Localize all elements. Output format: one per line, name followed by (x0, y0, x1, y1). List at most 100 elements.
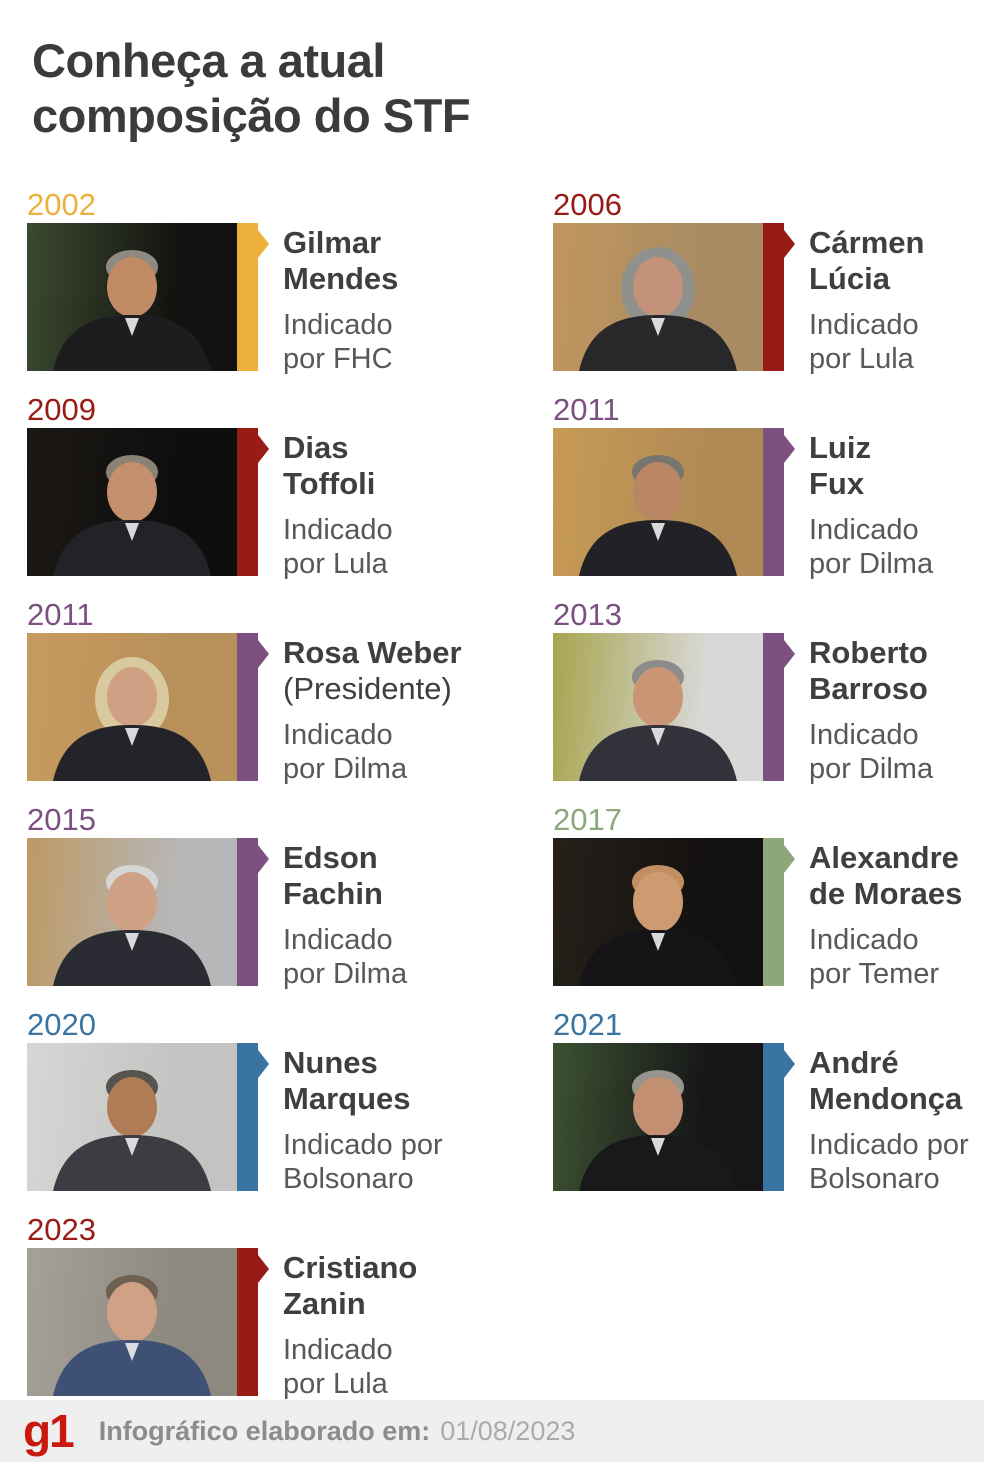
collar-shape (125, 1342, 139, 1361)
head-shape (633, 1076, 683, 1137)
head-shape (633, 666, 683, 727)
justice-name: Dias Toffoli (283, 429, 376, 501)
appointed-by-label: Indicado por Bolsonaro (809, 1128, 969, 1195)
accent-arrow-tab (237, 222, 269, 371)
justice-name: André Mendonça (809, 1044, 963, 1116)
accent-arrow-tab (237, 632, 269, 781)
justice-info: Rosa Weber (Presidente) Indicado por Dil… (283, 633, 462, 786)
justice-photo (27, 222, 237, 371)
head-shape (107, 1076, 157, 1137)
head-shape (633, 461, 683, 522)
appointed-by-label: Indicado por Lula (283, 1333, 393, 1400)
accent-arrow-tab (763, 222, 795, 371)
justice-cell: 2015 Edson Fachin Indicado por Dilma (27, 803, 553, 991)
suit-shape (53, 929, 211, 986)
justice-cell: 2002 Gilmar Mendes Indicado por FHC (27, 188, 553, 376)
head-shape (107, 461, 157, 522)
suit-shape (53, 724, 211, 781)
presidente-note: (Presidente) (283, 670, 452, 706)
justice-info: Gilmar Mendes Indicado por FHC (283, 223, 398, 376)
collar-shape (125, 522, 139, 541)
appointed-by-label: Indicado por Dilma (809, 718, 934, 785)
justices-grid: 2002 Gilmar Mendes Indicado por FHC (27, 188, 984, 1401)
justice-photo (553, 222, 763, 371)
person-silhouette (53, 1069, 211, 1191)
year-label: 2011 (27, 596, 94, 632)
collar-shape (125, 317, 139, 336)
year-label: 2009 (27, 391, 96, 427)
head-shape (633, 871, 683, 932)
accent-arrow-tab (763, 632, 795, 781)
footer-made-label: Infográfico elaborado em: (98, 1415, 431, 1446)
person-silhouette (53, 656, 211, 781)
year-label: 2006 (553, 186, 622, 222)
justice-info: Alexandre de Moraes Indicado por Temer (809, 838, 962, 991)
justice-info: Dias Toffoli Indicado por Lula (283, 428, 393, 581)
collar-shape (125, 727, 139, 746)
appointed-by-label: Indicado por Bolsonaro (283, 1128, 443, 1195)
accent-arrow-tab (237, 837, 269, 986)
appointed-by-label: Indicado por Lula (283, 513, 393, 580)
collar-shape (651, 932, 665, 951)
justice-name: Alexandre de Moraes (809, 839, 963, 911)
justice-photo (553, 427, 763, 576)
collar-shape (125, 932, 139, 951)
photo-row: Alexandre de Moraes Indicado por Temer (553, 837, 983, 991)
suit-shape (53, 1134, 211, 1191)
accent-arrow-tab (763, 427, 795, 576)
head-shape (107, 256, 157, 317)
head-shape (107, 666, 157, 727)
suit-shape (53, 314, 211, 371)
appointed-by-label: Indicado por Dilma (283, 718, 408, 785)
photo-row: Edson Fachin Indicado por Dilma (27, 837, 553, 991)
accent-arrow-tab (237, 1042, 269, 1191)
collar-shape (651, 317, 665, 336)
photo-row: Roberto Barroso Indicado por Dilma (553, 632, 983, 786)
suit-shape (579, 929, 737, 986)
justice-cell: 2006 Cármen Lúcia Indicado por Lula (553, 188, 983, 376)
person-silhouette (579, 246, 737, 371)
person-silhouette (579, 864, 737, 986)
justice-cell: 2009 Dias Toffoli Indicado por Lula (27, 393, 553, 581)
person-silhouette (53, 249, 211, 371)
year-label: 2021 (553, 1006, 622, 1042)
justice-cell: 2020 Nunes Marques Indicado por Bolsonar… (27, 1008, 553, 1196)
photo-row: Cristiano Zanin Indicado por Lula (27, 1247, 553, 1401)
justice-info: Edson Fachin Indicado por Dilma (283, 838, 407, 991)
justice-info: Cármen Lúcia Indicado por Lula (809, 223, 924, 376)
justice-photo (27, 837, 237, 986)
appointed-by-label: Indicado por FHC (283, 308, 393, 375)
justice-info: André Mendonça Indicado por Bolsonaro (809, 1043, 969, 1196)
justice-name: Luiz Fux (809, 429, 871, 501)
justice-cell: 2021 André Mendonça Indicado por Bolsona… (553, 1008, 983, 1196)
justice-name: Rosa Weber (283, 634, 462, 670)
person-silhouette (53, 1274, 211, 1396)
justice-photo (27, 427, 237, 576)
justice-name: Cristiano Zanin (283, 1249, 418, 1321)
justice-cell: 2023 Cristiano Zanin Indicado por Lula (27, 1213, 553, 1401)
head-shape (107, 871, 157, 932)
person-silhouette (53, 454, 211, 576)
person-silhouette (53, 864, 211, 986)
justice-cell: 2013 Roberto Barroso Indicado por Dilma (553, 598, 983, 786)
justice-photo (553, 837, 763, 986)
justice-info: Roberto Barroso Indicado por Dilma (809, 633, 933, 786)
photo-row: Luiz Fux Indicado por Dilma (553, 427, 983, 581)
justice-photo (553, 1042, 763, 1191)
year-label: 2002 (27, 186, 96, 222)
accent-arrow-tab (237, 1247, 269, 1396)
collar-shape (125, 1137, 139, 1156)
head-shape (633, 256, 683, 317)
photo-row: André Mendonça Indicado por Bolsonaro (553, 1042, 983, 1196)
justice-name: Cármen Lúcia (809, 224, 925, 296)
justice-cell: 2011 Rosa Weber (Presidente) Indicado po… (27, 598, 553, 786)
justice-info: Luiz Fux Indicado por Dilma (809, 428, 933, 581)
suit-shape (579, 314, 737, 371)
suit-shape (53, 519, 211, 576)
year-label: 2015 (27, 801, 96, 837)
appointed-by-label: Indicado por Dilma (809, 513, 934, 580)
appointed-by-label: Indicado por Lula (809, 308, 919, 375)
justice-cell: 2017 Alexandre de Moraes Indicado por Te… (553, 803, 983, 991)
photo-row: Dias Toffoli Indicado por Lula (27, 427, 553, 581)
accent-arrow-tab (237, 427, 269, 576)
